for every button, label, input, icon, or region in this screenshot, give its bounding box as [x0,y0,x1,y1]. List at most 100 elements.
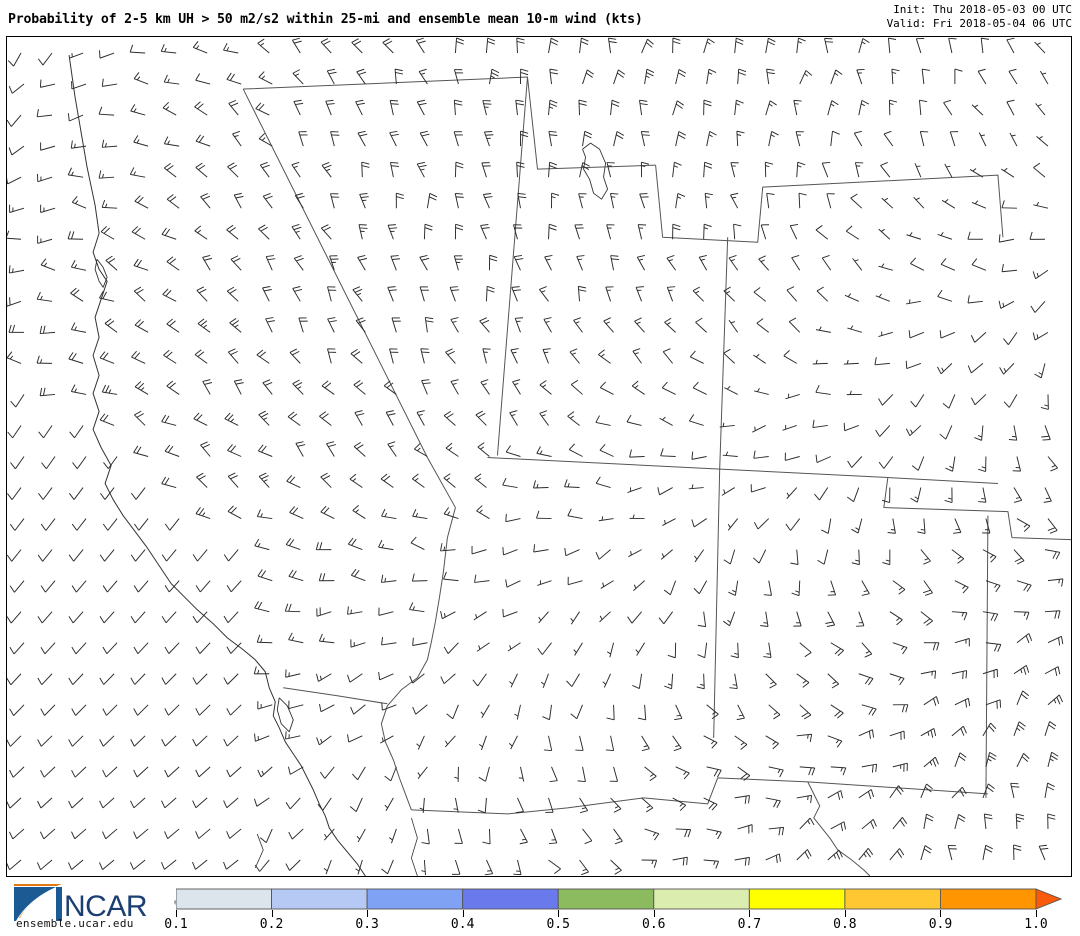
state-line-nv-or-id [243,76,656,170]
wind-barb [595,476,611,488]
wind-barb [730,162,739,178]
wind-barb [971,200,987,209]
wind-barb [443,571,459,582]
wind-barb [102,518,118,531]
wind-barb [1047,694,1064,706]
wind-barb [355,859,363,875]
wind-barb [454,828,463,844]
wind-barb [473,611,487,621]
wind-barb [484,859,494,876]
wind-barb [923,813,934,830]
wind-barb [756,318,770,333]
wind-barb [815,326,831,333]
wind-barb [799,766,816,776]
wind-barb [327,286,337,302]
wind-barb [688,414,704,426]
wind-barb [576,255,585,271]
wind-barb [578,193,587,209]
wind-barb [320,766,335,779]
colorbar-segment [939,888,1037,910]
wind-barb [595,415,611,426]
wind-barb [226,286,239,302]
wind-barb [923,580,933,596]
wind-barb [827,580,837,596]
wind-barb [697,642,708,659]
wind-barb [291,161,301,178]
wind-barb [130,549,146,562]
wind-barb [509,673,518,688]
wind-barb [626,414,642,426]
wind-barb [129,44,146,54]
wind-barb [578,99,587,116]
wind-barb [659,416,673,426]
wind-barb [288,700,304,710]
wind-barb [632,673,643,690]
wind-barb [729,673,738,690]
wind-barb [858,673,874,686]
wind-barb [449,286,460,302]
wind-barb [71,518,87,531]
wind-barb [71,580,87,593]
wind-barb [728,319,739,333]
wind-barb [202,254,213,271]
wind-barb [733,223,742,240]
wind-barb [1041,425,1051,441]
wind-barb [67,231,84,240]
wind-barb [610,193,619,209]
wind-barb [662,518,676,527]
wind-barb [254,859,270,872]
wind-barb [660,448,676,457]
wind-barb [164,580,180,593]
wind-barb [943,99,953,116]
ncar-logo: NCAR [14,884,148,923]
wind-barb [192,797,208,809]
wind-barb [288,632,304,644]
wind-barb [882,549,891,566]
wind-barb [227,472,239,488]
wind-barb [316,607,332,617]
wind-barb [68,52,84,59]
wind-barb [799,70,813,85]
wind-barb [317,797,332,811]
map-canvas [7,37,1071,876]
wind-barb [515,99,524,116]
wind-barb [38,487,53,500]
wind-barb [194,101,208,116]
wind-barb [827,100,839,116]
wind-barb [257,701,273,710]
wind-barb [502,477,518,489]
wind-barb [724,385,738,395]
wind-barb [68,673,84,685]
california-coastline [68,54,366,876]
wind-barb [786,487,798,500]
wind-barb [1044,782,1055,798]
wind-barb [68,611,84,624]
wind-barb [980,37,990,54]
wind-barb [633,580,645,592]
wind-barb [790,549,799,565]
wind-barb [698,254,708,271]
wind-barb [327,317,337,333]
colorbar-tick-label: 0.3 [355,917,379,932]
wind-barb [440,673,456,685]
wind-barb [610,797,622,813]
wind-barb [131,226,146,240]
wind-barb [641,797,654,813]
wind-barb [355,317,366,333]
wind-barb [816,286,829,302]
wind-barb [843,359,859,365]
wind-barb [295,441,306,457]
colorbar[interactable] [176,888,1062,910]
wind-barb [1012,456,1022,472]
colorbar-segment [271,888,368,910]
wind-barb [479,317,490,333]
wind-barb [70,322,87,333]
wind-barb [259,828,273,844]
wind-barb [567,576,583,586]
init-time: Init: Thu 2018-05-03 00 UTC [893,3,1072,16]
wind-barb [502,609,518,618]
wind-barb [37,611,53,624]
wind-barb [40,580,56,593]
wind-barb [100,487,115,500]
wind-barb [609,766,619,782]
